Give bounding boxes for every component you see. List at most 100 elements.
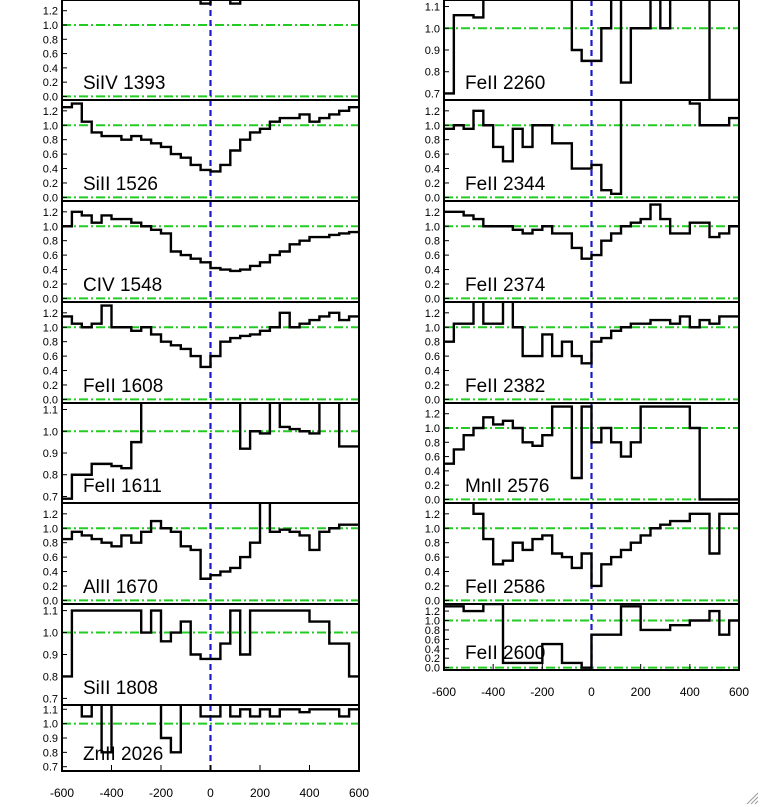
x-tick-label: -200 [149, 786, 173, 800]
ion-label: FeII 2382 [465, 376, 545, 397]
spectrum-line [62, 210, 359, 273]
panel-civ-1548: 0.0 0.2 0.4 0.6 0.8 1.0 1.2 CIV 1548 [43, 200, 360, 305]
panel-alii-1670: 0.0 0.2 0.4 0.6 0.8 1.0 1.2 AlII 1670 [43, 502, 360, 607]
panel-siii-1808: 0.7 0.8 0.9 1.0 1.1 SiII 1808 [43, 603, 360, 706]
y-tick-label: 0.8 [425, 236, 440, 248]
spectrum-line [444, 405, 739, 501]
y-tick-label: 0.0 [425, 394, 440, 406]
y-tick-label: 1.2 [43, 207, 58, 219]
y-tick-label: 1.0 [425, 322, 440, 334]
y-tick-label: 0.4 [43, 366, 58, 378]
y-tick-label: 1.0 [43, 628, 58, 640]
y-tick-label: 0.4 [43, 265, 58, 277]
y-tick-label: 0.0 [43, 192, 58, 204]
x-tick-label: 0 [588, 685, 595, 699]
y-tick-label: 0.2 [425, 581, 440, 593]
y-tick-label: 1.1 [43, 405, 58, 417]
ion-label: MnII 2576 [465, 476, 550, 497]
y-tick-label: 1.2 [425, 106, 440, 118]
y-tick-label: 0.2 [43, 77, 58, 89]
y-tick-label: 0.2 [43, 581, 58, 593]
y-tick-label: 0.2 [425, 480, 440, 492]
y-tick-label: 0.8 [43, 470, 58, 482]
x-tick-label: 200 [631, 685, 651, 699]
y-tick-label: 0.7 [43, 762, 58, 774]
ion-label: FeII 2586 [465, 577, 545, 598]
panel-feii-2600: 0.00.20.40.60.81.01.2 FeII 2600 [425, 603, 740, 675]
y-tick-label: 0.0 [425, 595, 440, 607]
y-tick-label: 0.4 [43, 164, 58, 176]
spectrum-line [444, 100, 739, 195]
y-tick-label: 0.2 [43, 279, 58, 291]
y-tick-label: 0.6 [425, 452, 440, 464]
spectrum-line [444, 302, 739, 365]
y-tick-label: 0.6 [43, 149, 58, 161]
ion-label: SiII 1526 [83, 174, 158, 195]
y-tick-label: 0.6 [43, 250, 58, 262]
y-tick-label: 0.4 [425, 466, 440, 478]
panel-feii-1608: 0.0 0.2 0.4 0.6 0.8 1.0 1.2 FeII 1608 [43, 301, 360, 406]
spectrum-line [444, 0, 739, 100]
y-tick-label: 1.0 [43, 120, 58, 132]
y-tick-label: 0.0 [425, 494, 440, 506]
y-tick-label: 0.2 [43, 380, 58, 392]
ion-label: AlII 1670 [83, 577, 158, 598]
ion-label: FeII 2600 [465, 643, 545, 664]
y-tick-label: 0.8 [425, 625, 440, 637]
y-tick-label: 1.0 [425, 523, 440, 535]
panel-feii-2586: 0.0 0.2 0.4 0.6 0.8 1.0 1.2 FeII 2586 [425, 502, 740, 607]
y-tick-label: 1.0 [425, 423, 440, 435]
ion-label: ZnII 2026 [83, 744, 163, 765]
spectrum-line [62, 304, 359, 369]
y-tick-label: 0.7 [425, 88, 440, 100]
ion-label: SiIV 1393 [83, 73, 165, 94]
y-tick-label: 0.4 [425, 366, 440, 378]
x-tick-label: -600 [432, 685, 456, 699]
panel-feii-2382: 0.0 0.2 0.4 0.6 0.8 1.0 1.2 FeII 2382 [425, 301, 740, 406]
y-tick-label: 0.2 [425, 178, 440, 190]
y-tick-label: 0.9 [43, 448, 58, 460]
x-tick-label: 600 [729, 685, 749, 699]
y-tick-label: 1.0 [425, 23, 440, 35]
y-tick-label: 1.2 [425, 207, 440, 219]
y-tick-label: 1.2 [43, 509, 58, 521]
resize-grip-icon[interactable] [745, 791, 759, 805]
ion-label: FeII 2344 [465, 174, 546, 195]
y-tick-label: 1.0 [43, 523, 58, 535]
y-tick-label: 0.0 [425, 192, 440, 204]
y-tick-label: 0.0 [43, 293, 58, 305]
y-tick-label: 0.4 [43, 63, 58, 75]
y-tick-label: 1.0 [425, 221, 440, 233]
y-tick-label: 0.6 [425, 149, 440, 161]
spectrum-line [444, 203, 739, 260]
y-tick-label: 1.2 [425, 509, 440, 521]
y-tick-label: 0.8 [425, 538, 440, 550]
x-tick-label: -600 [50, 786, 74, 800]
spectrum-line [62, 609, 359, 678]
y-tick-label: 0.8 [43, 236, 58, 248]
y-tick-label: 0.8 [43, 337, 58, 349]
y-tick-label: 0.8 [425, 135, 440, 147]
y-tick-label: 0.2 [425, 279, 440, 291]
y-tick-label: 0.7 [43, 693, 58, 705]
panel-znii-2026: 0.7 0.8 0.9 1.0 1.1 ZnII 2026 [43, 704, 360, 774]
y-tick-label: 1.2 [43, 106, 58, 118]
y-tick-label: 0.4 [425, 164, 440, 176]
y-tick-label: 1.0 [43, 322, 58, 334]
y-tick-label: 0.9 [43, 733, 58, 745]
x-tick-label: 200 [250, 786, 270, 800]
y-tick-label: 0.6 [43, 351, 58, 363]
y-tick-label: 0.0 [43, 91, 58, 103]
panel-siiv-1393: 0.0 0.2 0.4 0.6 0.8 1.0 1.2 SiIV 1393 [43, 0, 360, 103]
y-tick-label: 1.1 [43, 606, 58, 618]
y-tick-label: 0.2 [43, 178, 58, 190]
spectrum-line [62, 102, 359, 173]
y-tick-label: 0.4 [425, 265, 440, 277]
y-tick-label: 0.9 [425, 45, 440, 57]
y-tick-label: 1.1 [425, 2, 440, 14]
panel-feii-2374: 0.0 0.2 0.4 0.6 0.8 1.0 1.2 FeII 2374 [425, 200, 740, 305]
y-tick-label: 0.9 [43, 650, 58, 662]
y-tick-label: 0.4 [425, 567, 440, 579]
